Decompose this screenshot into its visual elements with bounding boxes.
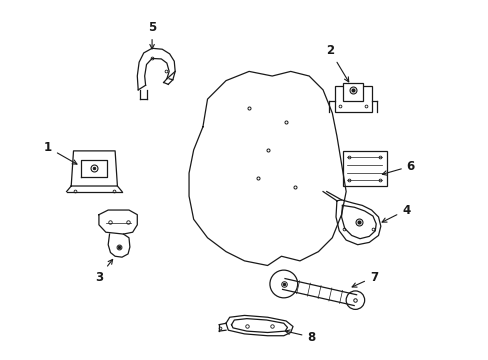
Text: 7: 7 <box>351 271 377 287</box>
Text: 5: 5 <box>148 21 156 49</box>
Text: 2: 2 <box>325 44 348 82</box>
Text: 4: 4 <box>381 203 409 222</box>
Bar <box>342 151 386 186</box>
Bar <box>334 86 371 112</box>
Text: 8: 8 <box>285 330 315 344</box>
Text: 6: 6 <box>382 159 414 175</box>
Bar <box>342 83 363 102</box>
Text: 3: 3 <box>95 260 112 284</box>
Text: 1: 1 <box>44 141 77 164</box>
